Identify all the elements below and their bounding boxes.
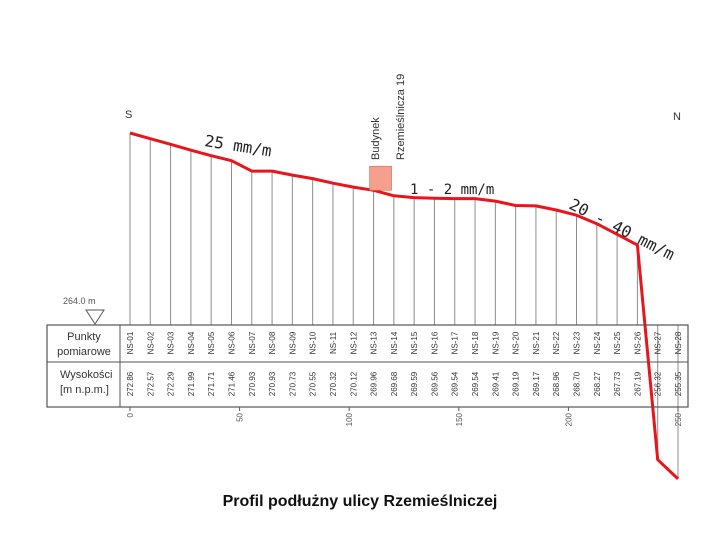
height-value-label: 271.46 [228, 371, 237, 396]
point-id-label: NS-14 [390, 331, 399, 354]
distance-tick-label: 200 [564, 412, 573, 426]
point-id-label: NS-17 [451, 331, 460, 354]
height-value-label: 272.29 [167, 371, 176, 396]
point-id-label: NS-27 [654, 331, 663, 354]
distance-tick-label: 0 [126, 412, 135, 417]
height-value-label: 270.93 [268, 371, 277, 396]
row-label-points: pomiarowe [57, 346, 111, 358]
height-value-label: 270.93 [248, 371, 257, 396]
point-id-label: NS-08 [268, 331, 277, 354]
point-id-label: NS-13 [370, 331, 379, 354]
height-value-label: 270.73 [288, 371, 297, 396]
row-label-heights: [m n.p.m.] [60, 384, 109, 396]
height-value-label: 269.41 [491, 371, 500, 396]
distance-tick-label: 150 [455, 412, 464, 426]
height-value-label: 267.73 [613, 371, 622, 396]
reference-level-marker [85, 309, 105, 325]
ground-profile-line [129, 131, 680, 480]
point-id-label: NS-25 [613, 331, 622, 354]
height-value-label: 271.99 [187, 371, 196, 396]
reference-level-label: 264.0 m [63, 296, 96, 306]
point-id-label: NS-24 [593, 331, 602, 354]
height-value-label: 272.86 [126, 371, 135, 396]
height-value-label: 269.96 [370, 371, 379, 396]
point-id-label: NS-20 [512, 331, 521, 354]
chart-title: Profil podłużny ulicy Rzemieślniczej [222, 493, 498, 510]
point-id-label: NS-07 [248, 331, 257, 354]
building-address-label: Rzemieślnicza 19 [395, 74, 407, 160]
point-id-label: NS-26 [633, 331, 642, 354]
height-value-label: 270.32 [329, 371, 338, 396]
point-id-label: NS-22 [552, 331, 561, 354]
point-id-label: NS-21 [532, 331, 541, 354]
point-id-label: NS-09 [288, 331, 297, 354]
height-value-label: 255.35 [674, 371, 683, 396]
distance-tick-label: 100 [345, 412, 354, 426]
height-value-label: 269.17 [532, 371, 541, 396]
height-value-label: 269.19 [512, 371, 521, 396]
height-value-label: 269.68 [390, 371, 399, 396]
point-id-label: NS-12 [349, 331, 358, 354]
point-id-label: NS-04 [187, 331, 196, 354]
height-value-label: 269.59 [410, 371, 419, 396]
row-label-heights: Wysokości [60, 369, 112, 381]
point-id-label: NS-28 [674, 331, 683, 354]
height-value-label: 272.57 [146, 371, 155, 396]
distance-tick-label: 50 [236, 412, 245, 421]
point-id-label: NS-19 [491, 331, 500, 354]
height-value-label: 268.70 [573, 371, 582, 396]
point-id-label: NS-05 [207, 331, 216, 354]
row-label-points: Punkty [67, 331, 101, 343]
height-value-label: 269.56 [430, 371, 439, 396]
building-label: Budynek [370, 117, 382, 160]
height-value-label: 271.71 [207, 371, 216, 396]
slope-label: 1 - 2 mm/m [410, 182, 494, 198]
height-value-label: 269.54 [471, 371, 480, 396]
height-value-label: 268.27 [593, 371, 602, 396]
height-value-label: 270.12 [349, 371, 358, 396]
point-id-label: NS-11 [329, 331, 338, 354]
point-id-label: NS-16 [430, 331, 439, 354]
point-id-label: NS-02 [146, 331, 155, 354]
slope-label: 20 - 40 mm/m [566, 195, 678, 264]
point-id-label: NS-03 [167, 331, 176, 354]
height-value-label: 268.96 [552, 371, 561, 396]
height-value-label: 270.55 [309, 371, 318, 396]
height-value-label: 269.54 [451, 371, 460, 396]
point-id-label: NS-23 [573, 331, 582, 354]
point-id-label: NS-18 [471, 331, 480, 354]
point-id-label: NS-06 [228, 331, 237, 354]
point-id-label: NS-01 [126, 331, 135, 354]
point-id-label: NS-15 [410, 331, 419, 354]
height-value-label: 267.19 [633, 371, 642, 396]
direction-start-label: S [125, 109, 132, 121]
direction-end-label: N [673, 111, 681, 123]
height-value-label: 256.32 [654, 371, 663, 396]
distance-tick-label: 250 [674, 412, 683, 426]
building-block [369, 165, 392, 191]
point-id-label: NS-10 [309, 331, 318, 354]
